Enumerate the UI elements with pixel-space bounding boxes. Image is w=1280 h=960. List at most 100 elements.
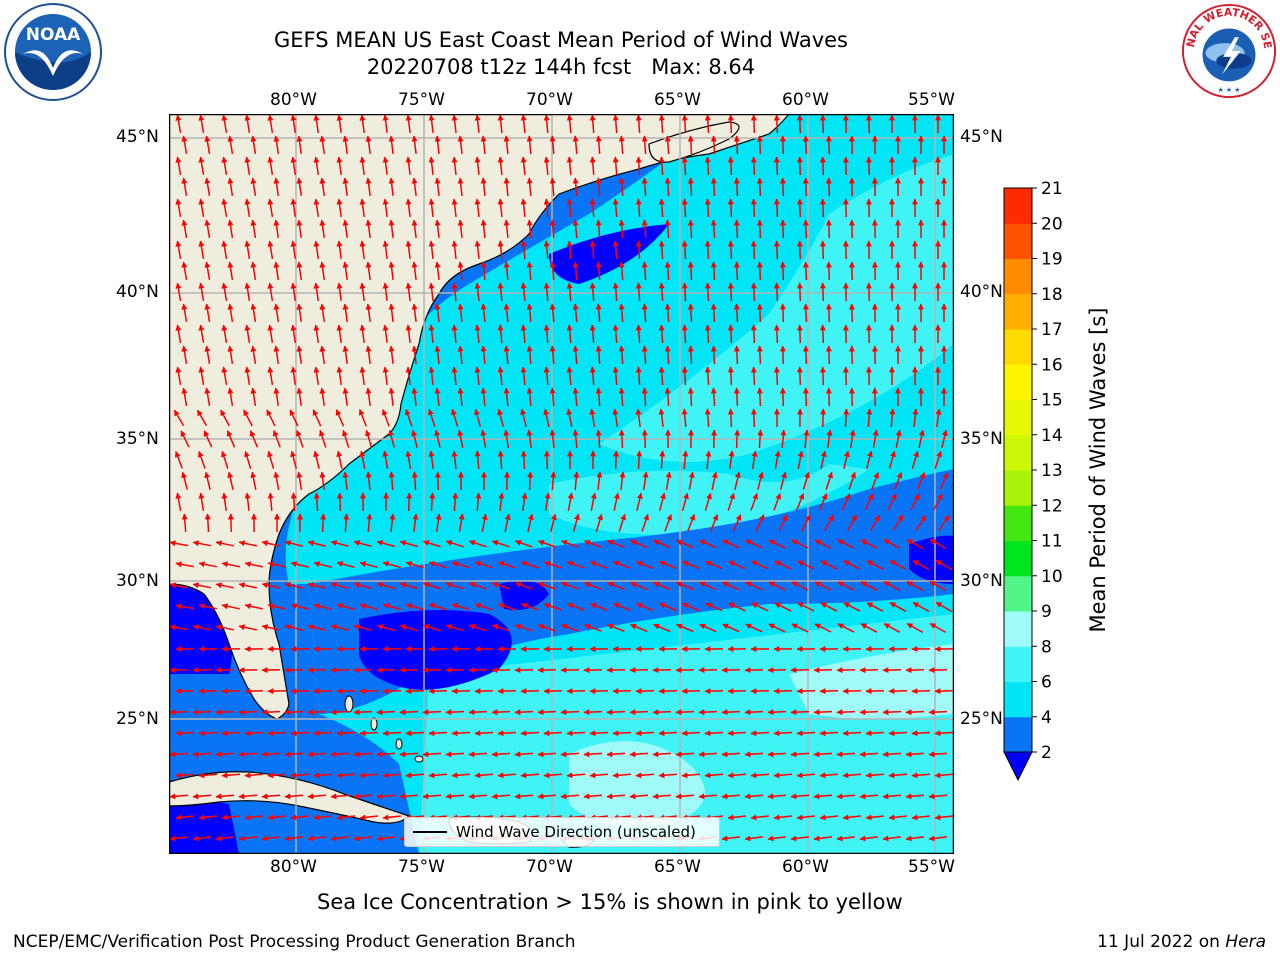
wind-arrow	[336, 561, 355, 569]
wind-arrow	[198, 240, 205, 260]
wind-arrow	[750, 492, 759, 511]
wind-arrow	[376, 709, 396, 716]
wind-arrow	[790, 793, 810, 800]
wind-arrow	[613, 602, 631, 611]
wind-arrow	[699, 539, 717, 549]
wind-arrow	[797, 560, 815, 570]
wind-arrow	[566, 730, 586, 737]
wind-arrow	[756, 261, 763, 281]
wind-arrow	[572, 345, 579, 365]
wind-arrow	[675, 709, 695, 716]
wind-arrow	[773, 493, 782, 511]
wind-arrow	[652, 709, 672, 716]
wind-arrow	[595, 345, 602, 365]
wind-arrow	[261, 709, 281, 716]
wind-arrow	[721, 709, 741, 716]
wind-arrow	[801, 514, 811, 532]
wind-arrow	[388, 219, 395, 238]
wind-arrow	[307, 709, 327, 716]
wind-arrow	[820, 602, 838, 612]
wind-arrow	[267, 198, 274, 218]
wind-arrow	[295, 429, 304, 448]
wind-arrow	[290, 366, 297, 386]
wind-arrow	[468, 709, 488, 716]
lon-label-top-75w: 75°W	[398, 90, 445, 110]
wind-arrow	[664, 261, 671, 281]
wind-arrow	[376, 793, 396, 800]
wind-arrow	[584, 539, 602, 548]
wind-arrow	[451, 772, 471, 779]
wind-arrow	[595, 513, 603, 532]
wind-arrow	[612, 408, 619, 428]
lat-label-right-25n: 25°N	[960, 709, 1003, 729]
wind-arrow	[543, 560, 562, 569]
wind-arrow	[474, 603, 493, 611]
wind-arrow	[289, 409, 299, 427]
wind-arrow	[382, 240, 389, 259]
wind-arrow	[681, 366, 688, 386]
wind-arrow	[434, 261, 441, 280]
wind-arrow	[727, 282, 734, 302]
wind-arrow	[751, 560, 769, 570]
wind-arrow	[313, 282, 320, 302]
wind-arrow	[267, 366, 274, 386]
wind-arrow	[561, 623, 579, 632]
wind-arrow	[313, 772, 333, 779]
wind-arrow	[175, 492, 182, 512]
wind-arrow	[699, 623, 717, 633]
wind-arrow	[543, 730, 563, 737]
wind-arrow	[330, 582, 349, 589]
wind-arrow	[819, 282, 826, 302]
wind-arrow	[658, 324, 665, 344]
wind-arrow	[566, 114, 573, 134]
wind-arrow	[607, 623, 625, 632]
wind-arrow	[175, 366, 182, 386]
wind-arrow	[658, 198, 665, 218]
wind-arrow	[405, 688, 425, 695]
wind-arrow	[773, 772, 793, 779]
wind-arrow	[865, 814, 884, 821]
wind-arrow	[682, 560, 700, 570]
wind-arrow	[745, 581, 763, 591]
wind-arrow	[704, 492, 712, 511]
wind-arrow	[474, 282, 481, 301]
wind-arrow	[457, 345, 464, 364]
wind-arrow	[204, 345, 211, 365]
wind-arrow	[933, 493, 943, 511]
wind-arrow	[221, 282, 228, 302]
wind-arrow	[215, 751, 235, 758]
wind-arrow	[514, 540, 533, 548]
wind-arrow	[405, 730, 425, 737]
wind-arrow	[859, 751, 879, 758]
wind-arrow	[169, 709, 189, 716]
wind-arrow	[244, 603, 263, 610]
wind-arrow	[664, 177, 671, 197]
wind-arrow	[911, 688, 931, 695]
wind-arrow	[221, 366, 228, 386]
wind-arrow	[359, 688, 379, 695]
wind-arrow	[842, 814, 861, 821]
wind-arrow	[687, 219, 694, 239]
wind-arrow	[238, 709, 258, 716]
wind-arrow	[537, 709, 557, 716]
wind-arrow	[451, 366, 458, 385]
chart-subtitle: 20220708 t12z 144h fcst Max: 8.64	[366, 55, 756, 79]
wind-arrow	[888, 730, 908, 737]
wind-arrow	[543, 450, 550, 470]
wind-arrow	[544, 492, 551, 512]
wind-arrow	[676, 581, 694, 591]
wind-arrow	[641, 261, 648, 281]
wind-arrow	[727, 198, 734, 218]
wind-arrow	[359, 603, 378, 611]
lat-label-left-35n: 35°N	[116, 429, 159, 449]
wind-arrow	[468, 793, 488, 800]
wind-arrow	[745, 539, 763, 549]
wind-arrow	[728, 450, 735, 470]
wind-arrow	[819, 198, 826, 218]
wind-arrow	[336, 492, 343, 512]
wind-arrow	[864, 493, 874, 511]
wind-arrow	[330, 624, 349, 631]
wind-arrow	[941, 429, 948, 448]
map-frame	[169, 114, 954, 854]
wind-arrow	[296, 177, 303, 197]
